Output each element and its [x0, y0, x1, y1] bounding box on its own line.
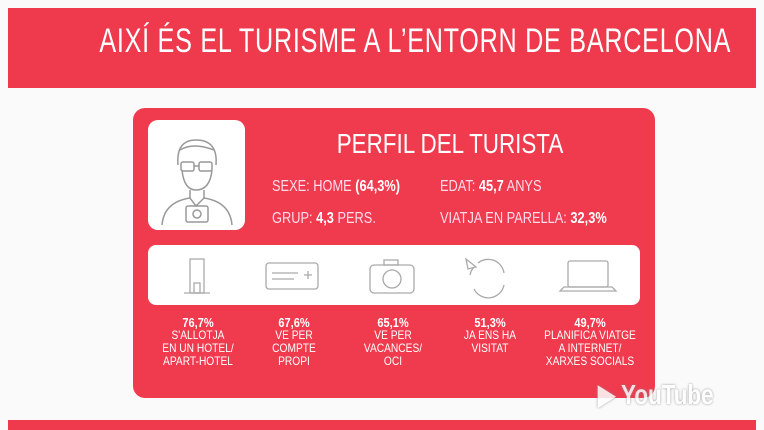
stat-text: APART-HOTEL [163, 354, 233, 368]
fact-label: GRUP: [272, 210, 313, 227]
stat-text: EN UN HOTEL/ [162, 341, 234, 355]
avatar-box [148, 120, 245, 230]
fact-unit: ANYS [506, 178, 542, 195]
watermark-text: YouTube [621, 379, 714, 410]
stat-text: S'ALLOTJA [171, 328, 225, 342]
fact: EDAT: 45,7 ANYS [440, 178, 542, 196]
header-band [8, 8, 756, 88]
fact-value: 32,3% [570, 210, 607, 227]
stat-text: A INTERNET/ [558, 341, 622, 355]
stat-text: PROPI [278, 354, 310, 368]
stat-text: VE PER [374, 328, 412, 342]
stat-value: 51,3% [474, 315, 506, 330]
stat-text: VE PER [275, 328, 313, 342]
stat: 76,7% S'ALLOTJA EN UN HOTEL/APART-HOTEL [147, 316, 249, 368]
stat: 51,3% JA ENS HA VISITAT [439, 316, 541, 355]
fact-label: EDAT: [440, 178, 476, 195]
avatar-icon [161, 139, 233, 226]
stat-value: 49,7% [574, 315, 606, 330]
fact-label: SEXE: HOME [272, 178, 352, 195]
bottom-band [8, 420, 756, 430]
stat-text: VACANCES/ [363, 341, 423, 355]
fact-unit: PERS. [337, 210, 376, 227]
stat-text: OCI [383, 354, 403, 368]
fact-value: 4,3 [316, 210, 334, 227]
stat-text: VISITAT [471, 341, 509, 355]
stat: 67,6% VE PER COMPTE PROPI [243, 316, 345, 368]
fact: GRUP: 4,3 PERS. [272, 210, 376, 228]
fact-label: VIATJA EN PARELLA: [440, 210, 567, 227]
stat-text: JA ENS HA [463, 328, 517, 342]
fact-value: 45,7 [478, 178, 504, 195]
fact: SEXE: HOME (64,3%) [272, 178, 400, 196]
profile-title: PERFIL DEL TURISTA [336, 128, 564, 159]
icons [184, 257, 618, 299]
stat-value: 65,1% [377, 315, 409, 330]
stat: 49,7% PLANIFICA VIATGE A INTERNET/XARXES S… [539, 316, 641, 368]
title: AIXÍ ÉS EL TURISME A L’ENTORN DE BARCELO… [99, 22, 732, 60]
stat-text: PLANIFICA VIATGE [544, 328, 636, 342]
stat-text: XARXES SOCIALS [545, 354, 635, 368]
fact: VIATJA EN PARELLA: 32,3% [440, 210, 607, 228]
fact-value: (64,3%) [355, 178, 401, 195]
watermark: ▶ YouTube [598, 379, 714, 410]
stat-value: 67,6% [278, 315, 310, 330]
stat-text: COMPTE [272, 341, 316, 355]
stat-value: 76,7% [182, 315, 214, 330]
icon-strip [148, 245, 640, 305]
stat: 65,1% VE PER VACANCES/OCI [342, 316, 444, 368]
